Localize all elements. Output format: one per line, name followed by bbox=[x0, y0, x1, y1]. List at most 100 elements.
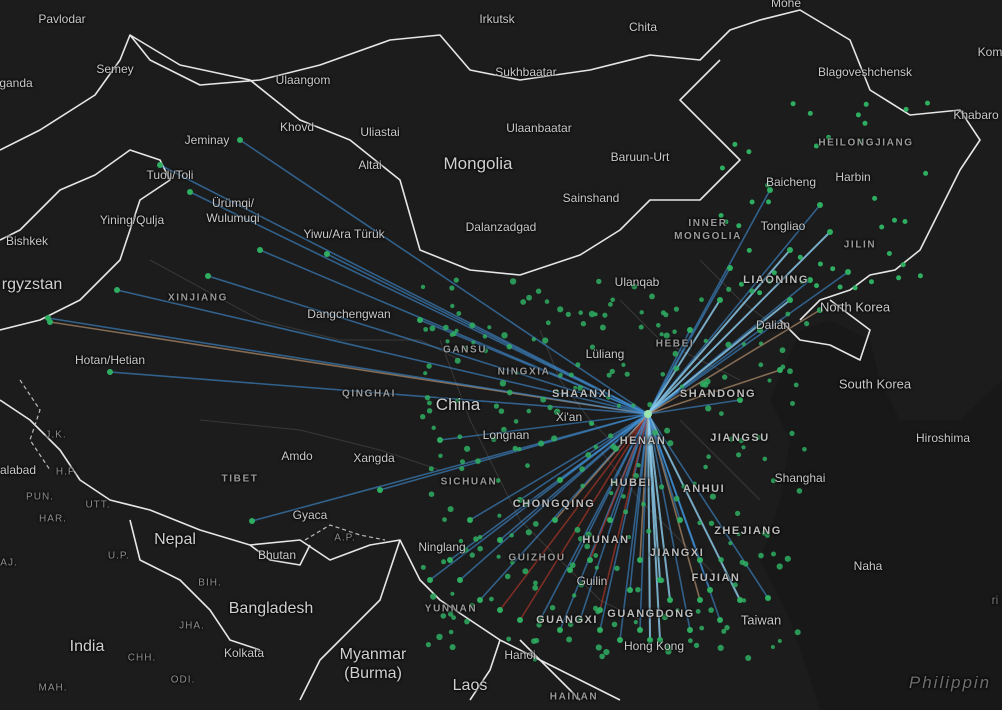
location-dot bbox=[718, 213, 724, 218]
location-dot bbox=[545, 320, 551, 326]
flow-line bbox=[647, 413, 661, 581]
location-dot bbox=[797, 254, 803, 260]
location-dot bbox=[647, 402, 653, 408]
location-dot bbox=[457, 434, 463, 440]
city-label-longnan: Longnan bbox=[482, 428, 530, 442]
location-dot bbox=[631, 403, 636, 408]
city-label-luliang: Lüliang bbox=[585, 347, 625, 361]
region-label-fujian: FUJIAN bbox=[691, 572, 741, 584]
region-label-guangdong: GUANGDONG bbox=[607, 608, 695, 620]
flow-line bbox=[647, 309, 821, 415]
location-dot bbox=[531, 337, 536, 342]
region-label-odi: ODI. bbox=[170, 674, 196, 686]
location-dot bbox=[572, 593, 577, 598]
location-dot bbox=[513, 419, 519, 424]
flow-line bbox=[159, 164, 649, 415]
location-dot bbox=[607, 517, 613, 523]
location-dot bbox=[257, 247, 263, 253]
location-dot bbox=[902, 219, 908, 224]
location-dot bbox=[608, 302, 613, 307]
location-dot bbox=[497, 513, 502, 518]
sea-yellow-sea bbox=[760, 320, 1002, 710]
region-label-tibet: TIBET bbox=[221, 473, 259, 485]
city-label-shanghai: Shanghai bbox=[774, 471, 826, 485]
country-label-china: China bbox=[435, 395, 481, 414]
location-dot bbox=[667, 440, 674, 447]
location-dot bbox=[580, 321, 587, 327]
location-dot bbox=[663, 312, 669, 318]
location-dot bbox=[426, 363, 432, 369]
location-dot bbox=[536, 622, 542, 628]
location-dot bbox=[762, 456, 768, 462]
location-dot bbox=[706, 454, 711, 460]
flow-line bbox=[589, 413, 649, 561]
location-dot bbox=[852, 285, 858, 291]
location-dot bbox=[426, 408, 433, 414]
location-dot bbox=[482, 334, 488, 339]
location-dot bbox=[771, 551, 776, 557]
city-label-kom: Kom bbox=[977, 45, 1002, 59]
flow-line bbox=[647, 413, 691, 631]
location-dot bbox=[489, 596, 494, 602]
location-dot bbox=[596, 278, 602, 285]
location-dot bbox=[717, 297, 723, 303]
region-label-hebei: HEBEI bbox=[655, 338, 695, 350]
city-label-baicheng: Baicheng bbox=[765, 175, 817, 189]
location-dot bbox=[845, 269, 851, 275]
location-dot bbox=[324, 251, 330, 257]
location-dot bbox=[787, 297, 793, 303]
location-dot bbox=[647, 637, 653, 643]
location-dot bbox=[512, 445, 518, 451]
region-label-jha: JHA. bbox=[179, 620, 205, 632]
province-borders bbox=[149, 259, 781, 621]
location-dot bbox=[611, 479, 617, 485]
location-dot bbox=[737, 597, 743, 603]
location-dot bbox=[665, 644, 672, 651]
location-dot bbox=[787, 368, 793, 375]
region-label-chh: CHH. bbox=[127, 652, 157, 664]
location-dot bbox=[449, 332, 455, 337]
region-label-shandong: SHANDONG bbox=[679, 388, 757, 400]
location-dot bbox=[759, 341, 763, 346]
city-label-edge: ri bbox=[991, 593, 999, 607]
location-dot bbox=[767, 187, 773, 193]
location-dot bbox=[814, 283, 819, 289]
location-dot bbox=[612, 445, 620, 452]
location-dot bbox=[517, 617, 523, 623]
region-label-chongqing: CHONGQING bbox=[512, 498, 596, 510]
location-dots bbox=[45, 100, 930, 662]
location-dot bbox=[802, 447, 807, 452]
location-dot bbox=[554, 408, 561, 415]
location-dot bbox=[896, 275, 902, 281]
location-dot bbox=[107, 369, 113, 375]
location-dot bbox=[695, 609, 701, 614]
city-label-hanoi: Hanoi bbox=[504, 648, 536, 662]
location-dot bbox=[917, 273, 923, 279]
location-dot bbox=[657, 637, 663, 643]
location-dot bbox=[869, 279, 874, 285]
city-label-pavlodar: Pavlodar bbox=[38, 12, 86, 26]
location-dot bbox=[567, 621, 574, 628]
location-dot bbox=[793, 382, 799, 388]
location-dot bbox=[578, 536, 584, 542]
location-dot bbox=[857, 139, 863, 144]
location-dot bbox=[837, 284, 843, 290]
city-label-xangda: Xangda bbox=[353, 451, 395, 465]
location-dot bbox=[45, 315, 51, 321]
region-label-hunan: HUNAN bbox=[582, 534, 630, 546]
location-dot bbox=[688, 638, 693, 644]
location-dot bbox=[429, 325, 436, 332]
location-dot bbox=[789, 430, 795, 436]
location-dot bbox=[579, 466, 585, 472]
location-dot bbox=[469, 602, 475, 609]
location-dot bbox=[205, 273, 211, 279]
city-label-ninglang: Ninglang bbox=[418, 540, 466, 554]
location-dot bbox=[758, 552, 764, 559]
location-dot bbox=[863, 101, 869, 107]
location-dot bbox=[547, 404, 553, 411]
flow-line bbox=[554, 413, 649, 521]
location-dot bbox=[114, 287, 120, 293]
region-label-jk: J.K. bbox=[45, 429, 67, 441]
location-dot bbox=[496, 554, 501, 559]
